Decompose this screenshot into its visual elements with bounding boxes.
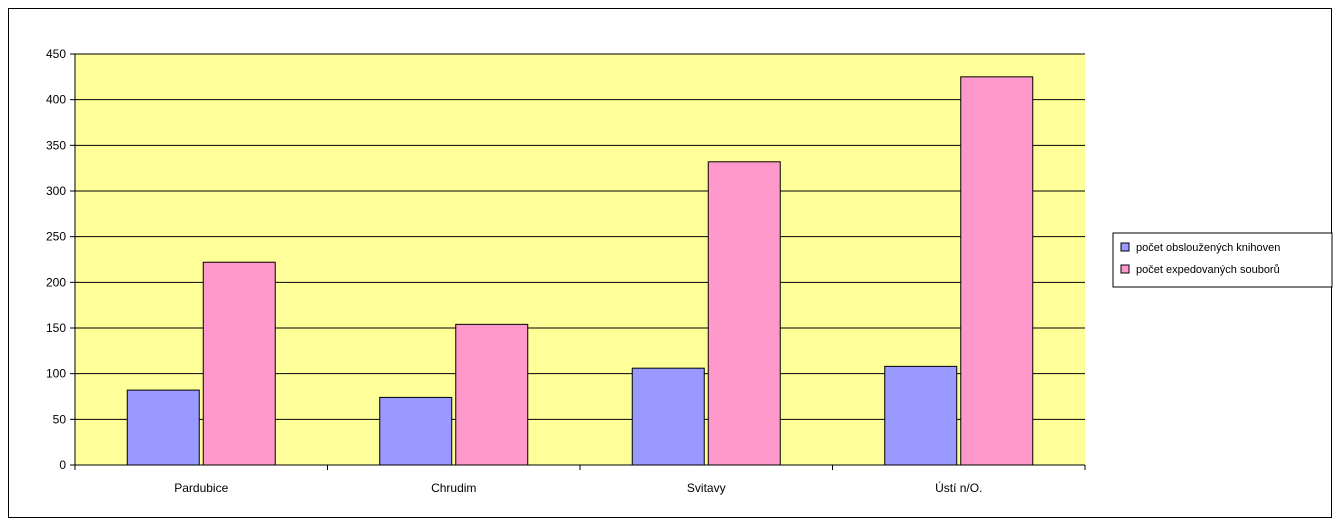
legend-label: počet expedovaných souborů (1136, 264, 1280, 276)
bar (455, 323, 529, 466)
bar (960, 76, 1034, 466)
y-tick-label: 200 (46, 275, 66, 289)
y-tick-label: 0 (59, 458, 66, 472)
bar (707, 161, 781, 466)
y-tick-label: 150 (46, 321, 66, 335)
x-tick-label: Pardubice (174, 481, 228, 495)
legend-label: počet obsloužených knihoven (1136, 242, 1280, 254)
legend (1112, 232, 1333, 288)
bar (202, 261, 276, 466)
y-tick-label: 50 (53, 412, 67, 426)
bar (884, 365, 958, 466)
bar (379, 396, 453, 466)
legend-swatch (1120, 264, 1130, 274)
y-tick-label: 400 (46, 93, 66, 107)
x-tick-label: Ústí n/O. (935, 480, 982, 495)
y-tick-label: 100 (46, 367, 66, 381)
bar (631, 367, 705, 466)
y-tick-label: 450 (46, 47, 66, 61)
legend-swatch (1120, 242, 1130, 252)
x-tick-label: Chrudim (431, 481, 476, 495)
y-tick-label: 300 (46, 184, 66, 198)
y-tick-label: 250 (46, 230, 66, 244)
bar (126, 389, 200, 466)
x-tick-label: Svitavy (687, 481, 726, 495)
y-tick-label: 350 (46, 138, 66, 152)
